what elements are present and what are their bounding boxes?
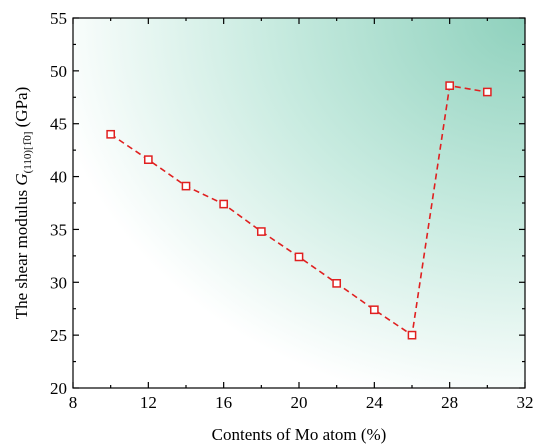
data-point bbox=[219, 199, 229, 209]
y-axis-title: The shear modulus G(110)[1̅0] (GPa) bbox=[12, 87, 34, 320]
x-axis-ticks: 8 12 16 20 24 28 32 bbox=[69, 18, 534, 412]
data-markers bbox=[106, 81, 492, 340]
data-point bbox=[407, 330, 417, 340]
x-axis-title: Contents of Mo atom (%) bbox=[212, 425, 387, 444]
x-tick-label: 28 bbox=[441, 393, 458, 412]
data-point bbox=[445, 81, 455, 91]
x-tick-label: 16 bbox=[215, 393, 232, 412]
plot-background bbox=[73, 18, 525, 388]
y-axis-title-prefix: The shear modulus bbox=[12, 186, 31, 320]
y-tick-label: 30 bbox=[50, 273, 67, 292]
y-axis-title-symbol: G bbox=[12, 173, 31, 185]
y-tick-label: 55 bbox=[50, 9, 67, 28]
data-point bbox=[256, 227, 266, 236]
data-point bbox=[332, 278, 342, 288]
y-axis-ticks: 20 25 30 35 40 45 50 55 bbox=[50, 9, 525, 398]
data-point bbox=[294, 252, 304, 262]
y-axis-title-suffix: (GPa) bbox=[12, 87, 31, 132]
x-tick-label: 12 bbox=[140, 393, 157, 412]
data-point bbox=[143, 155, 153, 165]
y-tick-label: 50 bbox=[50, 62, 67, 81]
y-tick-label: 20 bbox=[50, 379, 67, 398]
y-tick-label: 40 bbox=[50, 168, 67, 187]
data-point bbox=[181, 181, 191, 191]
x-tick-label: 32 bbox=[517, 393, 534, 412]
data-point bbox=[106, 129, 116, 139]
data-point bbox=[369, 305, 379, 315]
y-tick-label: 25 bbox=[50, 326, 67, 345]
y-tick-label: 45 bbox=[50, 115, 67, 134]
x-tick-label: 24 bbox=[366, 393, 384, 412]
x-tick-label: 8 bbox=[69, 393, 78, 412]
y-tick-label: 35 bbox=[50, 220, 67, 239]
data-point bbox=[482, 87, 492, 97]
x-tick-label: 20 bbox=[291, 393, 308, 412]
y-axis-title-subscript: (110)[1̅0] bbox=[22, 132, 34, 174]
plot-frame bbox=[72, 17, 526, 389]
